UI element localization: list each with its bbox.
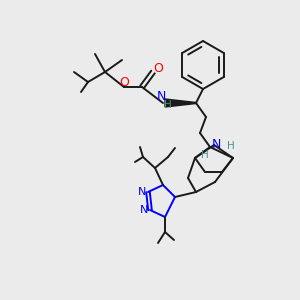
Text: N: N <box>156 89 166 103</box>
Text: N: N <box>211 139 221 152</box>
Text: N: N <box>138 187 146 197</box>
Text: N: N <box>140 205 148 215</box>
Text: H: H <box>201 150 209 160</box>
Text: O: O <box>153 62 163 76</box>
Text: H: H <box>227 141 235 151</box>
Text: H: H <box>164 100 172 110</box>
Polygon shape <box>165 99 196 107</box>
Text: O: O <box>119 76 129 88</box>
